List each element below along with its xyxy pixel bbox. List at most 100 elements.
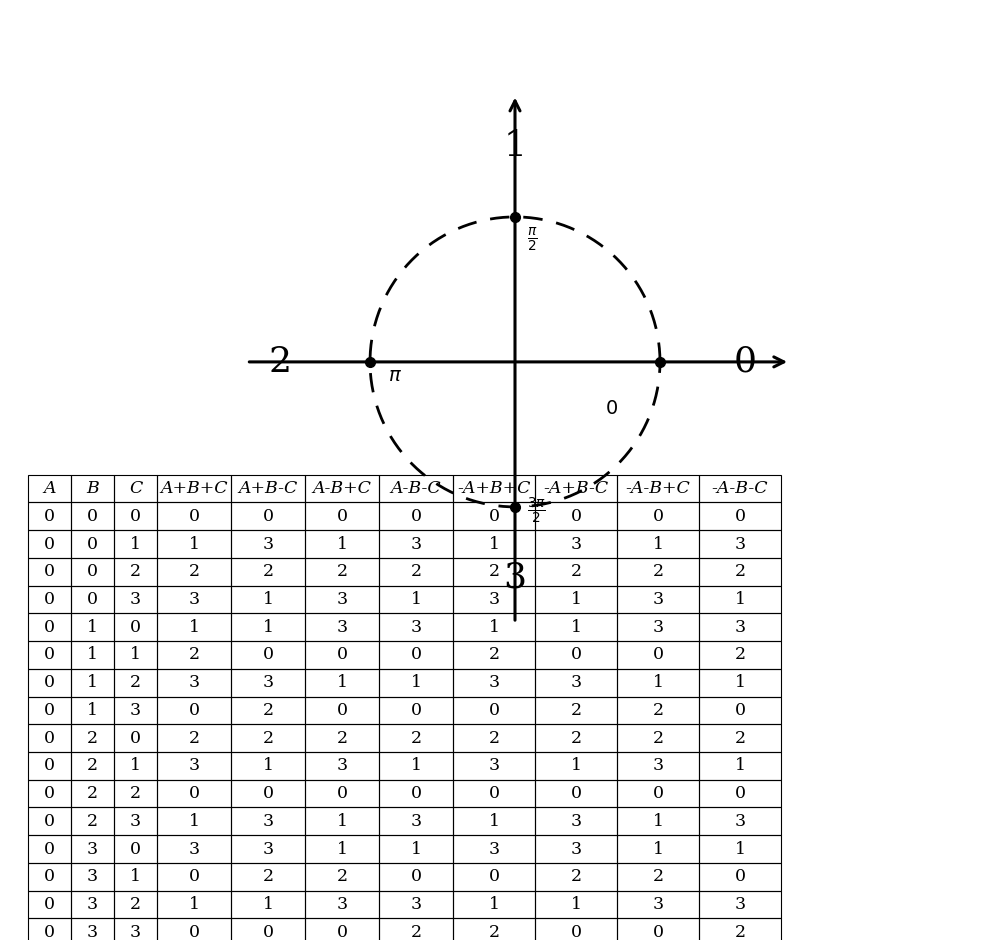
Bar	[699, 558, 781, 586]
Bar	[28, 641, 71, 669]
Bar	[535, 807, 617, 835]
Bar	[305, 697, 379, 724]
Bar	[535, 641, 617, 669]
Text: A+B+C: A+B+C	[160, 480, 228, 497]
Bar	[157, 863, 231, 891]
Bar	[699, 835, 781, 863]
Text: 3: 3	[336, 896, 348, 913]
Bar	[379, 641, 453, 669]
Text: 0: 0	[571, 924, 582, 940]
Text: 0: 0	[130, 729, 141, 746]
Bar	[157, 502, 231, 530]
Bar	[453, 724, 535, 752]
Text: 3: 3	[734, 813, 746, 830]
Bar	[114, 669, 157, 697]
Bar	[231, 863, 305, 891]
Text: 2: 2	[488, 647, 500, 664]
Bar	[453, 835, 535, 863]
Text: 3: 3	[130, 924, 141, 940]
Text: 2: 2	[652, 729, 664, 746]
Bar	[699, 863, 781, 891]
Text: 1: 1	[571, 896, 582, 913]
Text: 1: 1	[734, 674, 746, 691]
Text: B: B	[86, 480, 99, 497]
Text: 0: 0	[44, 563, 55, 580]
Bar	[453, 918, 535, 940]
Bar	[617, 807, 699, 835]
Text: 0: 0	[652, 647, 664, 664]
Bar	[114, 891, 157, 918]
Text: 3: 3	[262, 536, 274, 553]
Bar	[28, 891, 71, 918]
Text: 2: 2	[130, 785, 141, 802]
Text: -A-B-C: -A-B-C	[712, 480, 768, 497]
Text: 2: 2	[410, 924, 422, 940]
Text: 0: 0	[87, 563, 98, 580]
Text: 2: 2	[336, 729, 348, 746]
Text: 1: 1	[488, 536, 500, 553]
Bar	[535, 863, 617, 891]
Bar	[379, 697, 453, 724]
Bar	[379, 752, 453, 780]
Bar	[617, 863, 699, 891]
Text: 0: 0	[571, 785, 582, 802]
Bar	[453, 641, 535, 669]
Text: 1: 1	[411, 758, 422, 775]
Text: 1: 1	[734, 840, 746, 857]
Bar	[617, 752, 699, 780]
Bar	[453, 613, 535, 641]
Text: 1: 1	[336, 840, 348, 857]
Bar	[699, 752, 781, 780]
Text: 2: 2	[188, 729, 200, 746]
Bar	[535, 475, 617, 502]
Text: $\frac{\pi}{2}$: $\frac{\pi}{2}$	[527, 227, 538, 255]
Text: 1: 1	[571, 758, 582, 775]
Bar	[617, 641, 699, 669]
Text: 1: 1	[411, 674, 422, 691]
Text: 0: 0	[734, 702, 746, 719]
Text: 1: 1	[188, 813, 199, 830]
Bar	[379, 613, 453, 641]
Bar	[535, 669, 617, 697]
Bar	[28, 586, 71, 613]
Text: 2: 2	[570, 702, 582, 719]
Text: 3: 3	[410, 536, 422, 553]
Text: 0: 0	[411, 647, 422, 664]
Text: 0: 0	[411, 702, 422, 719]
Text: 0: 0	[262, 924, 273, 940]
Text: 2: 2	[570, 563, 582, 580]
Text: 2: 2	[262, 869, 274, 885]
Text: 3: 3	[410, 813, 422, 830]
Text: 3: 3	[488, 674, 500, 691]
Bar	[379, 780, 453, 807]
Bar	[305, 835, 379, 863]
Text: 3: 3	[188, 674, 200, 691]
Bar	[699, 641, 781, 669]
Bar	[617, 697, 699, 724]
Text: 0: 0	[411, 508, 422, 525]
Bar	[157, 586, 231, 613]
Text: 0: 0	[188, 869, 199, 885]
Bar	[535, 780, 617, 807]
Text: 1: 1	[734, 591, 746, 608]
Bar	[453, 475, 535, 502]
Text: 2: 2	[262, 563, 274, 580]
Bar	[379, 724, 453, 752]
Bar	[28, 918, 71, 940]
Text: 2: 2	[410, 729, 422, 746]
Bar	[28, 835, 71, 863]
Bar	[535, 891, 617, 918]
Bar	[305, 780, 379, 807]
Text: 2: 2	[570, 729, 582, 746]
Text: 2: 2	[130, 896, 141, 913]
Text: 0: 0	[336, 508, 348, 525]
Text: 0: 0	[262, 647, 273, 664]
Bar	[379, 863, 453, 891]
Bar	[71, 891, 114, 918]
Bar	[305, 669, 379, 697]
Bar	[305, 613, 379, 641]
Bar	[114, 586, 157, 613]
Text: 2: 2	[262, 729, 274, 746]
Text: 3: 3	[130, 813, 141, 830]
Bar	[231, 780, 305, 807]
